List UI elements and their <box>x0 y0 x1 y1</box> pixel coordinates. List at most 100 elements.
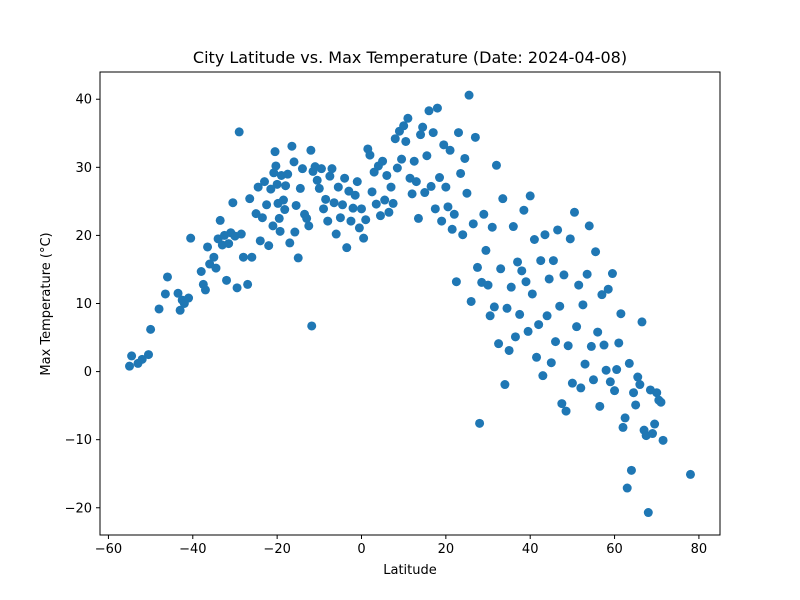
data-point <box>386 182 396 192</box>
data-point <box>631 400 641 410</box>
data-point <box>264 241 274 251</box>
data-point <box>411 177 421 187</box>
data-point <box>500 380 510 390</box>
data-point <box>335 213 345 223</box>
data-point <box>375 211 385 221</box>
data-point <box>569 207 579 217</box>
data-point <box>437 216 447 226</box>
data-point <box>685 469 695 479</box>
data-point <box>160 289 170 299</box>
x-tick-label: 60 <box>606 542 623 557</box>
data-point <box>565 234 575 244</box>
data-point <box>527 289 537 299</box>
x-tick-label: 20 <box>438 542 455 557</box>
data-point <box>439 140 449 150</box>
data-point <box>211 263 221 273</box>
data-point <box>281 181 291 191</box>
data-point <box>481 245 491 255</box>
data-point <box>656 397 666 407</box>
data-point <box>648 429 658 439</box>
data-point <box>209 252 219 262</box>
data-point <box>536 256 546 266</box>
data-point <box>580 359 590 369</box>
data-point <box>312 175 322 185</box>
data-point <box>390 134 400 144</box>
data-point <box>323 216 333 226</box>
x-tick-label: 40 <box>522 542 539 557</box>
data-point <box>342 243 352 253</box>
data-point <box>435 173 445 183</box>
data-point <box>591 247 601 257</box>
data-point <box>422 151 432 161</box>
data-point <box>154 304 164 314</box>
data-point <box>603 284 613 294</box>
x-tick-label: −20 <box>263 542 290 557</box>
x-axis-label: Latitude <box>383 563 437 578</box>
data-point <box>643 508 653 518</box>
data-point <box>348 203 358 213</box>
data-point <box>162 272 172 282</box>
data-point <box>610 386 620 396</box>
data-point <box>559 270 569 280</box>
data-point <box>304 221 314 231</box>
data-point <box>479 209 489 219</box>
data-point <box>280 205 290 215</box>
data-point <box>319 204 329 214</box>
data-point <box>236 229 246 239</box>
data-point <box>293 253 303 263</box>
data-point <box>494 339 504 349</box>
data-point <box>523 326 533 336</box>
data-point <box>498 194 508 204</box>
data-point <box>635 380 645 390</box>
data-point <box>618 422 628 432</box>
data-point <box>388 198 398 208</box>
data-point <box>574 280 584 290</box>
data-point <box>567 378 577 388</box>
data-point <box>306 145 316 155</box>
y-tick-label: 10 <box>75 297 92 312</box>
data-point <box>464 90 474 100</box>
data-point <box>340 173 350 183</box>
data-point <box>593 327 603 337</box>
data-point <box>247 252 257 262</box>
data-point <box>432 103 442 113</box>
data-point <box>430 204 440 214</box>
data-point <box>626 465 636 475</box>
data-point <box>314 183 324 193</box>
data-point <box>426 181 436 191</box>
y-tick-label: 30 <box>75 161 92 176</box>
data-point <box>561 406 571 416</box>
data-point <box>496 264 506 274</box>
data-point <box>380 195 390 205</box>
data-point <box>361 215 371 225</box>
data-point <box>650 419 660 429</box>
data-point <box>352 177 362 187</box>
data-point <box>274 213 284 223</box>
y-tick-label: 20 <box>75 229 92 244</box>
data-point <box>257 213 267 223</box>
data-point <box>620 413 630 423</box>
data-point <box>203 242 213 252</box>
data-point <box>424 106 434 116</box>
data-point <box>137 354 147 364</box>
data-point <box>551 337 561 347</box>
y-axis: −20 −10 0 10 20 30 40 <box>65 93 100 516</box>
data-point <box>586 341 596 351</box>
data-point <box>196 266 206 276</box>
data-point <box>291 200 301 210</box>
data-point <box>546 358 556 368</box>
data-point <box>576 383 586 393</box>
data-point <box>588 375 598 385</box>
points-layer <box>125 90 695 518</box>
data-point <box>582 269 592 279</box>
data-point <box>350 190 360 200</box>
data-point <box>297 164 307 174</box>
data-point <box>491 160 501 170</box>
data-point <box>451 277 461 287</box>
data-point <box>607 269 617 279</box>
data-point <box>637 317 647 327</box>
data-point <box>622 483 632 493</box>
data-point <box>302 213 312 223</box>
data-point <box>331 229 341 239</box>
data-point <box>445 145 455 155</box>
